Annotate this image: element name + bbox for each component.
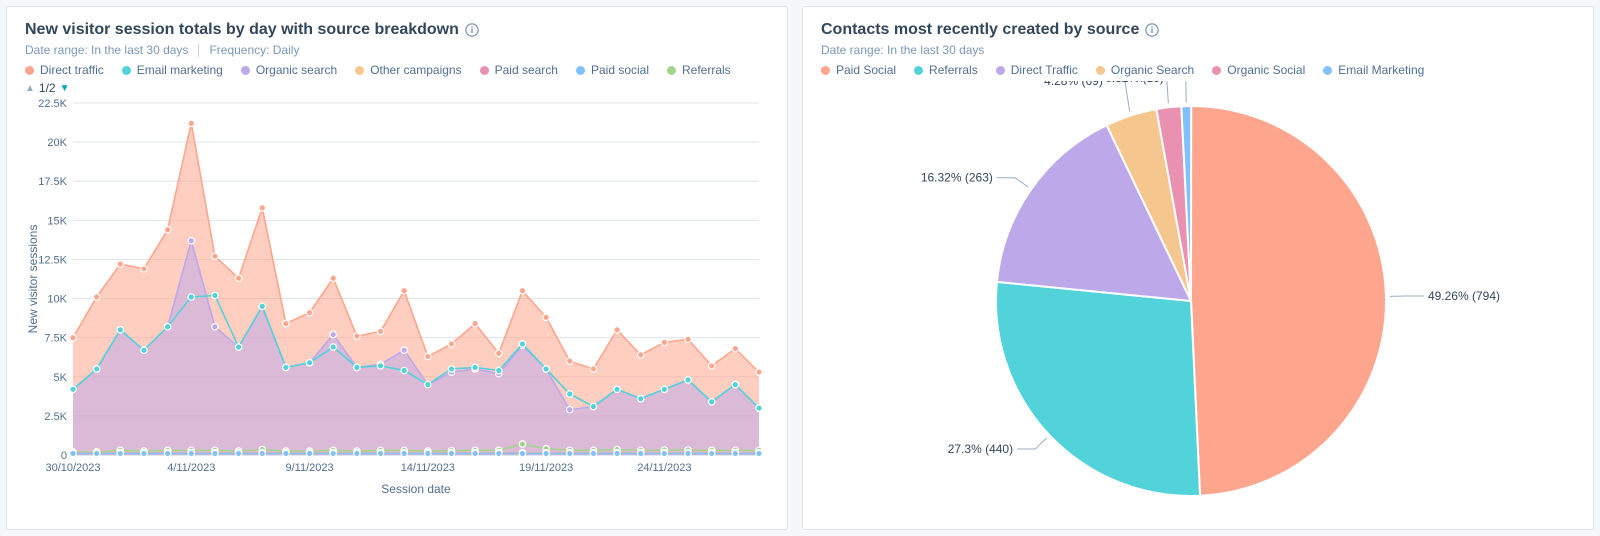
- legend-item[interactable]: Organic Search: [1096, 63, 1194, 77]
- pager-text: 1/2: [39, 81, 56, 95]
- legend-dot: [122, 66, 131, 75]
- contacts-chart: 49.26% (794)27.3% (440)16.32% (263)4.28%…: [821, 81, 1561, 511]
- legend-label: Organic Social: [1227, 63, 1305, 77]
- legend-dot: [576, 66, 585, 75]
- svg-text:4/11/2023: 4/11/2023: [167, 462, 215, 474]
- legend-dot: [1212, 66, 1221, 75]
- svg-text:24/11/2023: 24/11/2023: [637, 462, 691, 474]
- svg-text:19/11/2023: 19/11/2023: [519, 462, 573, 474]
- sessions-legend: Direct traffic Email marketing Organic sea…: [25, 63, 769, 77]
- pager-next-icon[interactable]: ▼: [60, 83, 70, 94]
- legend-label: Direct traffic: [40, 63, 104, 77]
- contacts-title: Contacts most recently created by source: [821, 21, 1139, 39]
- svg-text:12.5K: 12.5K: [38, 254, 67, 266]
- legend-label: Paid search: [495, 63, 558, 77]
- pie-slice-label: 49.26% (794): [1428, 289, 1500, 303]
- legend-label: Referrals: [929, 63, 978, 77]
- legend-label: Referrals: [682, 63, 731, 77]
- legend-pager[interactable]: ▲ 1/2 ▼: [25, 81, 769, 95]
- legend-item[interactable]: Organic search: [241, 63, 337, 77]
- info-icon[interactable]: [465, 23, 479, 37]
- legend-item[interactable]: Direct traffic: [25, 63, 104, 77]
- legend-dot: [241, 66, 250, 75]
- svg-text:2.5K: 2.5K: [44, 411, 67, 423]
- svg-text:0: 0: [61, 450, 67, 462]
- legend-label: Other campaigns: [370, 63, 461, 77]
- svg-text:5K: 5K: [54, 372, 68, 384]
- legend-item[interactable]: Organic Social: [1212, 63, 1305, 77]
- legend-dot: [355, 66, 364, 75]
- legend-label: Paid social: [591, 63, 649, 77]
- legend-item[interactable]: Other campaigns: [355, 63, 461, 77]
- legend-item[interactable]: Direct Traffic: [996, 63, 1078, 77]
- legend-dot: [1096, 66, 1105, 75]
- legend-item[interactable]: Paid Social: [821, 63, 896, 77]
- svg-text:9/11/2023: 9/11/2023: [285, 462, 333, 474]
- pie-slice-label: 27.3% (440): [948, 442, 1013, 456]
- sessions-title: New visitor session totals by day with s…: [25, 21, 459, 39]
- info-icon[interactable]: [1145, 23, 1159, 37]
- legend-dot: [821, 66, 830, 75]
- legend-dot: [25, 66, 34, 75]
- pager-prev-icon[interactable]: ▲: [25, 83, 35, 94]
- legend-item[interactable]: Referrals: [667, 63, 731, 77]
- legend-label: Organic Search: [1111, 63, 1194, 77]
- legend-item[interactable]: Email marketing: [122, 63, 223, 77]
- legend-dot: [667, 66, 676, 75]
- pie-slice-label: 16.32% (263): [921, 171, 993, 185]
- legend-item[interactable]: Paid search: [480, 63, 558, 77]
- legend-item[interactable]: Email Marketing: [1323, 63, 1424, 77]
- legend-item[interactable]: Paid social: [576, 63, 649, 77]
- svg-text:15K: 15K: [47, 215, 67, 227]
- contacts-panel: Contacts most recently created by source…: [802, 6, 1594, 530]
- svg-text:7.5K: 7.5K: [44, 333, 67, 345]
- legend-label: Email Marketing: [1338, 63, 1424, 77]
- legend-label: Paid Social: [836, 63, 896, 77]
- legend-label: Organic search: [256, 63, 337, 77]
- contacts-legend: Paid Social Referrals Direct Traffic Organi…: [821, 63, 1575, 77]
- contacts-daterange: Date range: In the last 30 days: [821, 43, 984, 57]
- pie-slice-label: 0.81% (13): [1105, 81, 1164, 85]
- svg-text:Session date: Session date: [381, 482, 451, 496]
- legend-item[interactable]: Referrals: [914, 63, 978, 77]
- legend-label: Direct Traffic: [1011, 63, 1078, 77]
- svg-text:10K: 10K: [47, 294, 67, 306]
- svg-text:17.5K: 17.5K: [38, 176, 67, 188]
- svg-text:14/11/2023: 14/11/2023: [401, 462, 455, 474]
- legend-dot: [1323, 66, 1332, 75]
- svg-text:20K: 20K: [47, 137, 67, 149]
- svg-text:New visitor sessions: New visitor sessions: [26, 225, 40, 334]
- sessions-panel: New visitor session totals by day with s…: [6, 6, 788, 530]
- svg-text:22.5K: 22.5K: [38, 98, 67, 110]
- sessions-chart: 0 2.5K 5K 7.5K 10K 12.5K 15K 17.5K 20K 22.5K 30/10…: [25, 97, 769, 497]
- legend-dot: [996, 66, 1005, 75]
- svg-text:30/10/2023: 30/10/2023: [45, 462, 100, 474]
- legend-label: Email marketing: [137, 63, 223, 77]
- legend-dot: [480, 66, 489, 75]
- sessions-daterange: Date range: In the last 30 days: [25, 43, 188, 57]
- legend-dot: [914, 66, 923, 75]
- sessions-frequency: Frequency: Daily: [209, 43, 299, 57]
- meta-separator: [198, 43, 199, 57]
